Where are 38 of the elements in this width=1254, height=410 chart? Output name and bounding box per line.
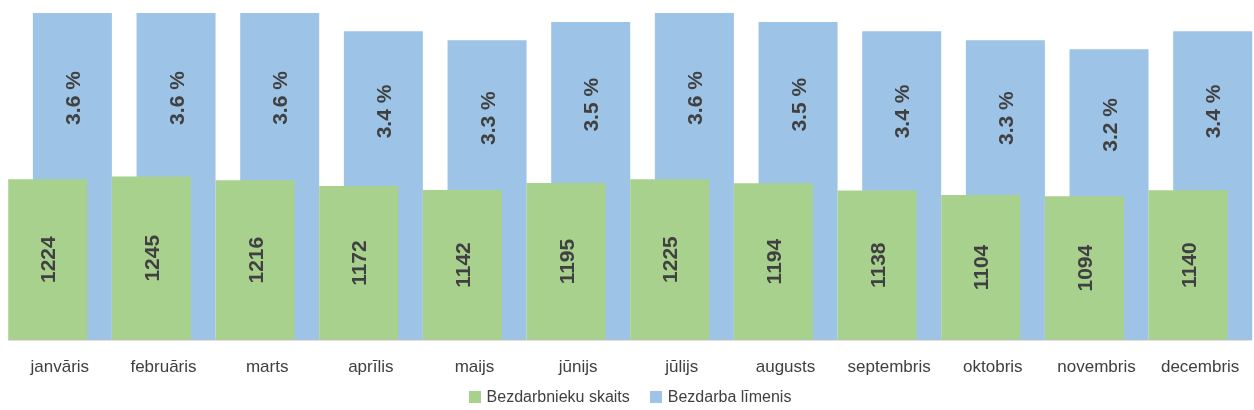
- x-tick-label: augusts: [755, 357, 816, 377]
- x-tick-label: janvāris: [29, 357, 90, 377]
- data-label: 1224: [36, 235, 60, 283]
- data-label: 3.5 %: [786, 77, 810, 132]
- x-tick-label: novembris: [1057, 357, 1136, 377]
- data-label: 1094: [1072, 244, 1096, 292]
- data-label: 1225: [658, 235, 682, 283]
- data-label: 1172: [347, 240, 371, 286]
- x-tick-label: aprīlis: [348, 357, 394, 377]
- x-tick-label: septembris: [847, 357, 931, 377]
- data-label: 3.4 %: [1201, 84, 1225, 139]
- data-label: 1104: [969, 244, 993, 291]
- legend-label: Bezdarba līmenis: [666, 388, 792, 406]
- data-label: 3.3 %: [993, 91, 1017, 146]
- data-label: 3.6 %: [164, 70, 188, 125]
- x-tick-label: jūnijs: [557, 357, 598, 377]
- x-tick-label: februāris: [130, 357, 197, 377]
- data-label: 3.5 %: [579, 77, 603, 132]
- data-label: 3.4 %: [890, 84, 914, 139]
- legend-label: Bezdarbnieku skaits: [485, 388, 630, 406]
- data-label: 3.3 %: [475, 91, 499, 146]
- x-tick-label: jūlijs: [664, 357, 699, 377]
- data-label: 3.6 %: [682, 70, 706, 125]
- data-label: 1140: [1176, 242, 1200, 288]
- data-label: 1195: [554, 238, 578, 285]
- data-label: 1216: [243, 236, 267, 284]
- data-label: 1245: [139, 234, 163, 282]
- data-label: 1194: [761, 238, 785, 285]
- x-tick-label: maijs: [454, 357, 495, 377]
- data-label: 3.6 %: [268, 70, 292, 125]
- data-label: 3.6 %: [60, 70, 84, 125]
- data-label: 1138: [865, 242, 889, 289]
- data-label: 3.2 %: [1097, 97, 1121, 152]
- x-tick-label: marts: [245, 357, 289, 377]
- x-tick-label: oktobris: [963, 357, 1023, 377]
- data-label: 3.4 %: [371, 84, 395, 139]
- data-label: 1142: [450, 242, 474, 288]
- x-tick-label: decembris: [1160, 357, 1240, 377]
